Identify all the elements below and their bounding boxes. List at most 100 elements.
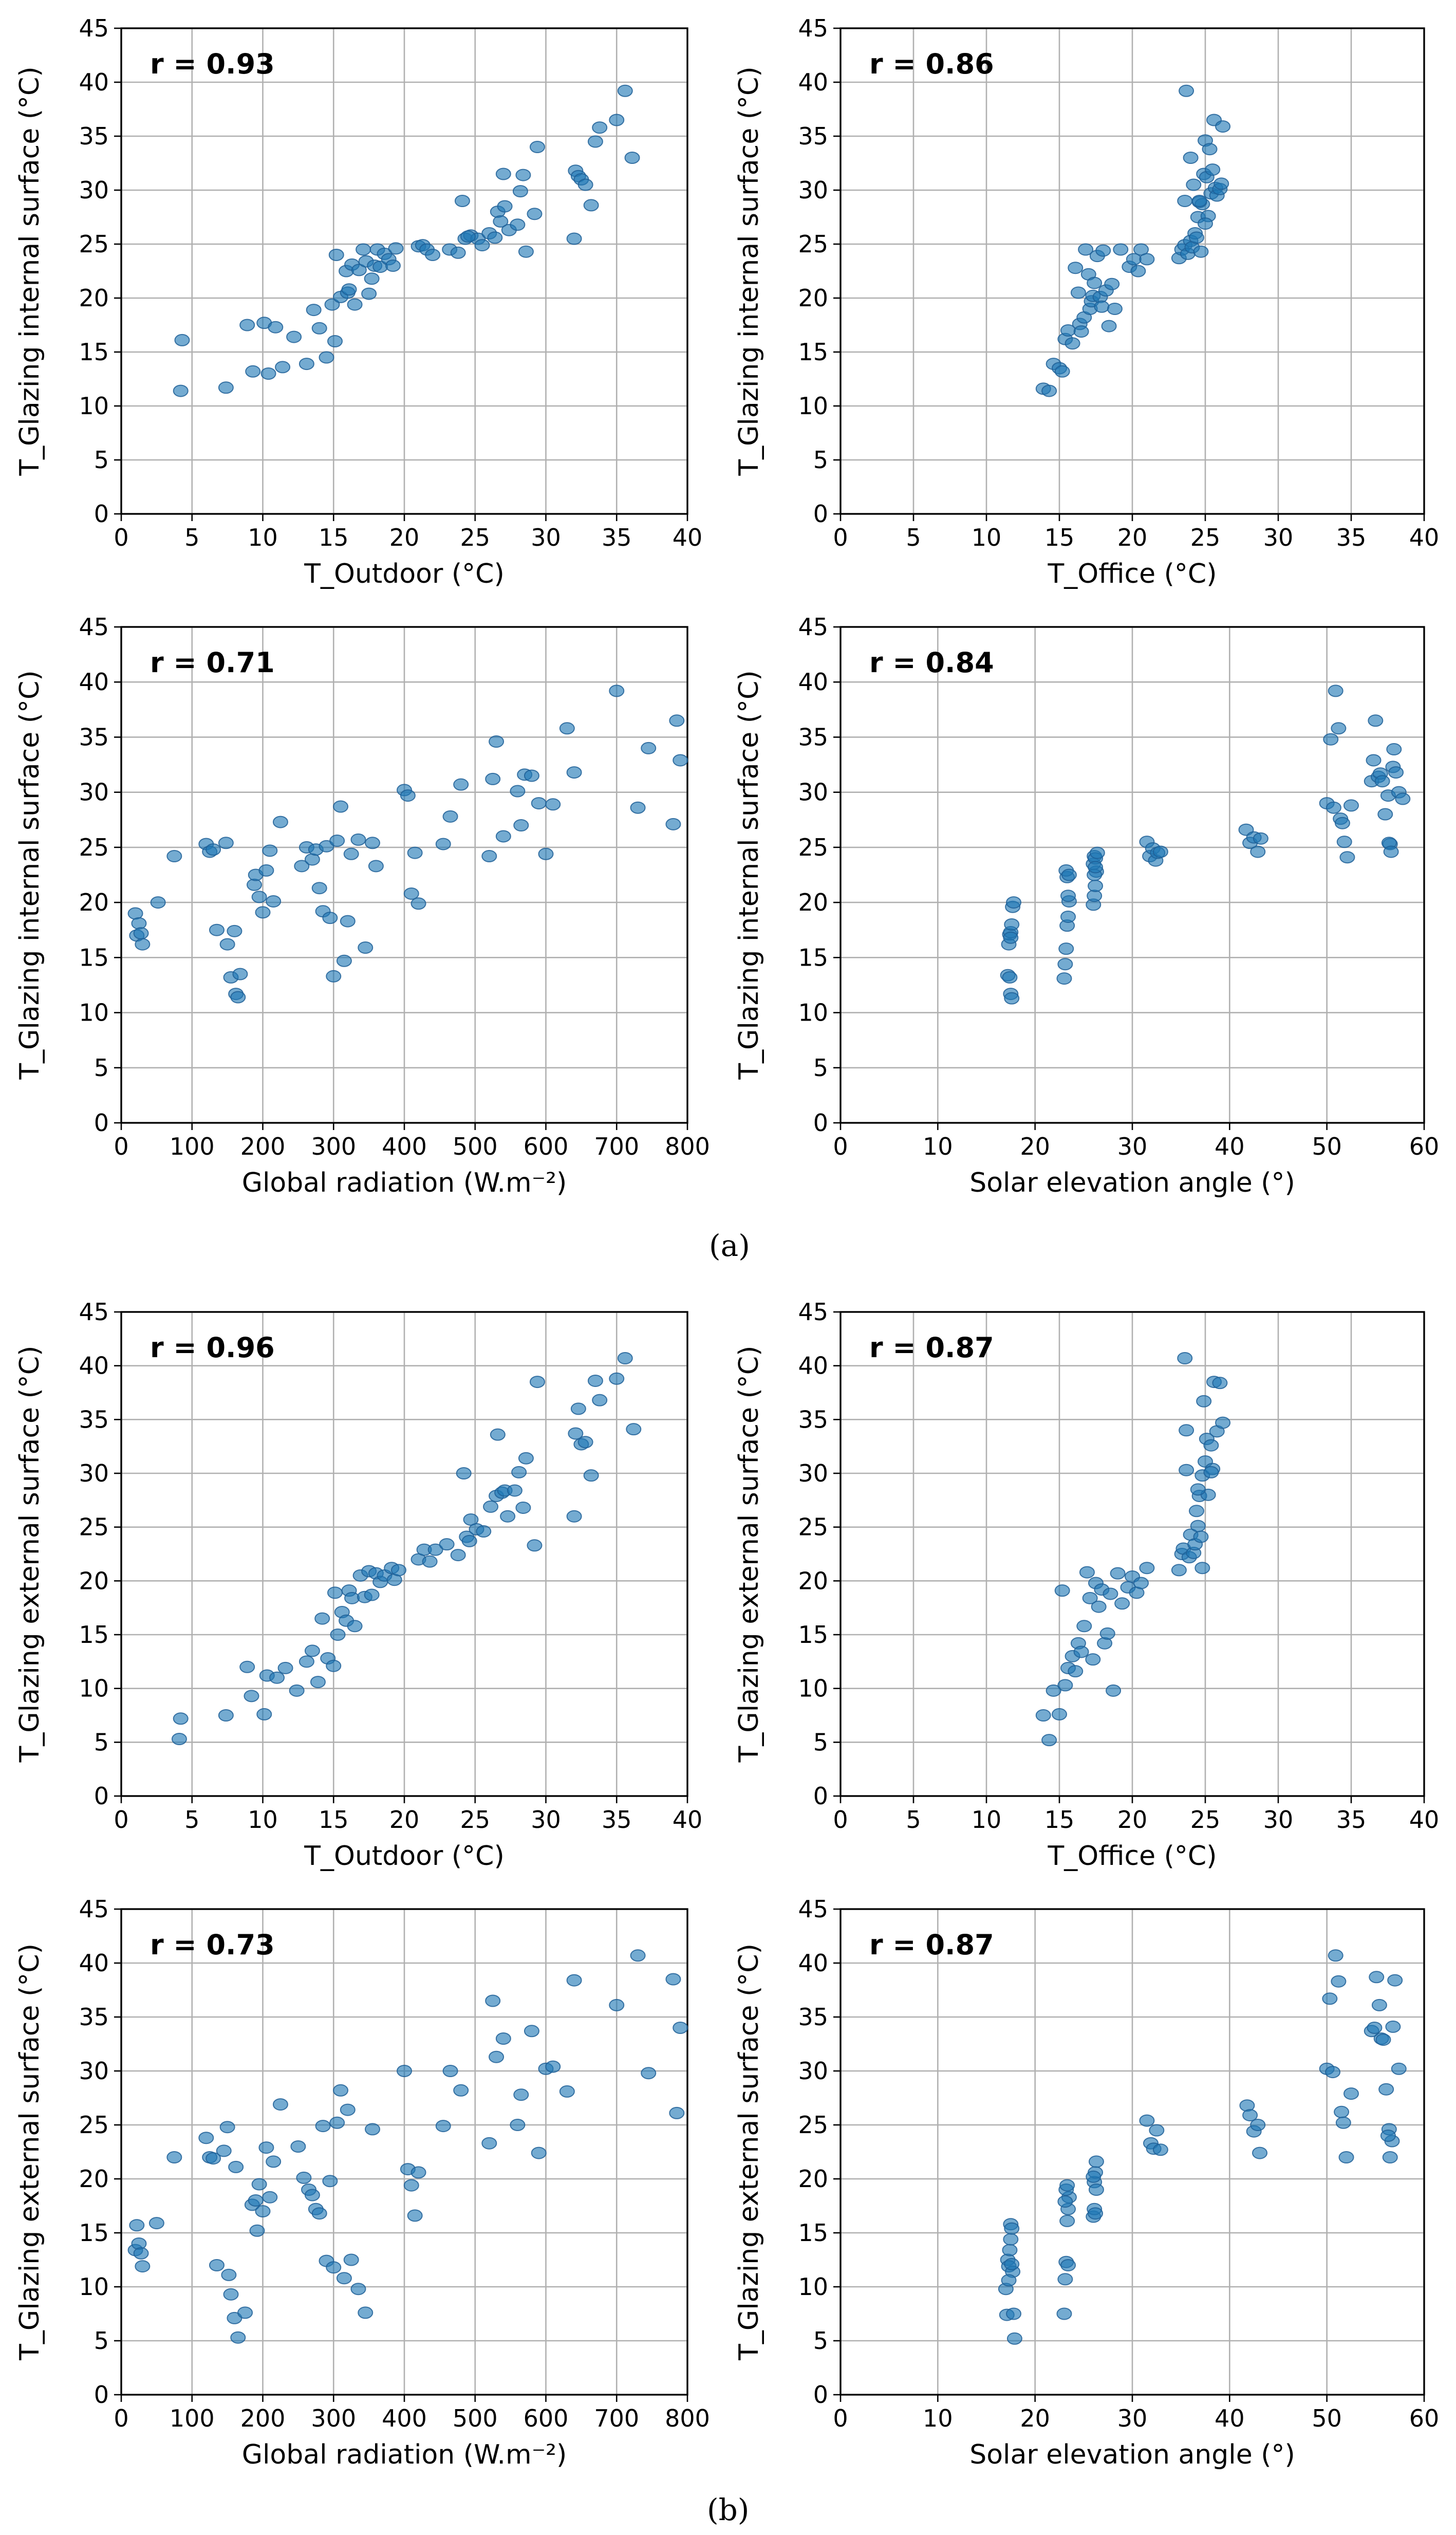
data-point <box>1378 2083 1394 2096</box>
y-tick-label: 10 <box>798 1675 828 1703</box>
x-tick-label: 10 <box>972 524 1002 551</box>
data-point <box>1003 931 1019 944</box>
data-point <box>481 850 497 863</box>
data-point <box>1004 2258 1020 2270</box>
data-point <box>439 1538 455 1551</box>
data-point <box>1088 879 1104 892</box>
data-point <box>351 264 367 276</box>
data-point <box>1054 1584 1070 1597</box>
data-point <box>495 168 511 180</box>
data-point <box>314 1612 330 1625</box>
data-point <box>1322 1992 1338 2005</box>
data-point <box>1186 178 1202 191</box>
data-point <box>609 1372 625 1385</box>
x-tick-label: 30 <box>1263 1806 1294 1834</box>
data-point <box>583 1469 599 1482</box>
data-point <box>227 924 242 937</box>
data-point <box>410 2166 426 2179</box>
x-tick-label: 5 <box>906 524 921 551</box>
data-point <box>131 917 147 930</box>
data-point <box>407 2209 423 2222</box>
y-tick-label: 45 <box>79 1895 109 1923</box>
x-tick-label: 40 <box>673 1806 703 1834</box>
data-point <box>454 195 470 207</box>
data-point <box>1095 244 1111 257</box>
data-point <box>1088 2207 1104 2220</box>
data-point <box>304 2189 320 2201</box>
data-point <box>493 215 509 228</box>
data-point <box>1113 243 1129 256</box>
data-point <box>266 2155 282 2168</box>
y-tick-label: 45 <box>79 14 109 42</box>
x-tick-label: 800 <box>665 2404 710 2432</box>
y-axis-label: T_Glazing internal surface (°C) <box>14 66 45 476</box>
data-point <box>1205 163 1221 176</box>
data-point <box>336 2272 352 2285</box>
data-point <box>1041 1734 1057 1747</box>
x-tick-label: 35 <box>1336 1806 1367 1834</box>
data-point <box>1382 2151 1398 2163</box>
data-point <box>566 1510 582 1523</box>
y-tick-label: 15 <box>79 1621 109 1649</box>
data-point <box>310 1676 326 1689</box>
x-axis-label: Global radiation (W.m⁻²) <box>242 1168 567 1198</box>
data-point <box>515 1501 531 1514</box>
data-point <box>1046 1684 1061 1697</box>
data-point <box>665 1973 681 1986</box>
data-point <box>248 2194 264 2207</box>
x-tick-label: 60 <box>1409 2404 1440 2432</box>
x-tick-label: 20 <box>389 524 420 551</box>
data-point <box>566 1974 582 1987</box>
data-point <box>319 351 334 364</box>
data-point <box>150 896 166 909</box>
data-point <box>1367 2022 1383 2034</box>
x-tick-label: 60 <box>1409 1133 1440 1160</box>
x-tick-label: 500 <box>453 2404 498 2432</box>
data-point <box>326 970 342 983</box>
data-point <box>1325 2066 1341 2079</box>
data-point <box>358 2306 374 2319</box>
data-point <box>1338 2151 1354 2163</box>
data-point <box>630 801 646 814</box>
y-tick-label: 20 <box>798 1567 828 1595</box>
data-point <box>1006 896 1022 909</box>
chart-svg: 0 5 10 15 20 25 30 35 40 0 5 10 15 20 25 30 35 40 45 T_Offi… <box>734 1298 1439 1872</box>
x-tick-label: 15 <box>319 1806 349 1834</box>
data-point <box>531 797 547 810</box>
data-point <box>206 2152 221 2165</box>
data-point <box>1101 320 1117 332</box>
data-point <box>133 927 149 940</box>
data-point <box>230 2331 246 2344</box>
x-tick-label: 20 <box>389 1806 420 1834</box>
correlation-label: r = 0.87 <box>869 1929 994 1961</box>
data-point <box>340 915 356 928</box>
data-point <box>1152 2143 1168 2156</box>
data-point <box>500 1510 516 1523</box>
y-tick-label: 30 <box>79 176 109 204</box>
y-tick-label: 40 <box>79 1949 109 1977</box>
y-tick-label: 35 <box>798 122 828 150</box>
y-tick-label: 5 <box>813 2327 828 2355</box>
data-point <box>673 2022 688 2034</box>
data-point <box>216 2144 232 2157</box>
y-tick-label: 15 <box>798 338 828 366</box>
data-point <box>641 2067 657 2080</box>
data-point <box>524 769 539 782</box>
data-point <box>347 1620 363 1633</box>
data-point <box>209 2259 225 2271</box>
data-point <box>1177 195 1193 207</box>
data-point <box>315 2120 331 2133</box>
data-point <box>1391 2062 1407 2075</box>
x-axis-label: T_Outdoor (°C) <box>304 1841 504 1872</box>
x-tick-label: 20 <box>1020 1133 1050 1160</box>
y-axis-label: T_Glazing internal surface (°C) <box>734 66 764 476</box>
data-point <box>422 1555 438 1568</box>
data-point <box>1057 958 1073 971</box>
scatter-plot-a1: 0 5 10 15 20 25 30 35 40 0 5 10 15 20 25 30 35 40 45 T_Outd… <box>0 0 719 599</box>
data-point <box>341 283 357 296</box>
chart-svg: 0 100 200 300 400 500 600 700 800 0 5 10 15 20 25 30 35 4… <box>14 1895 710 2470</box>
data-point <box>1060 2259 1076 2271</box>
data-point <box>630 1949 646 1962</box>
x-tick-label: 40 <box>673 524 703 551</box>
data-point <box>1078 243 1094 256</box>
